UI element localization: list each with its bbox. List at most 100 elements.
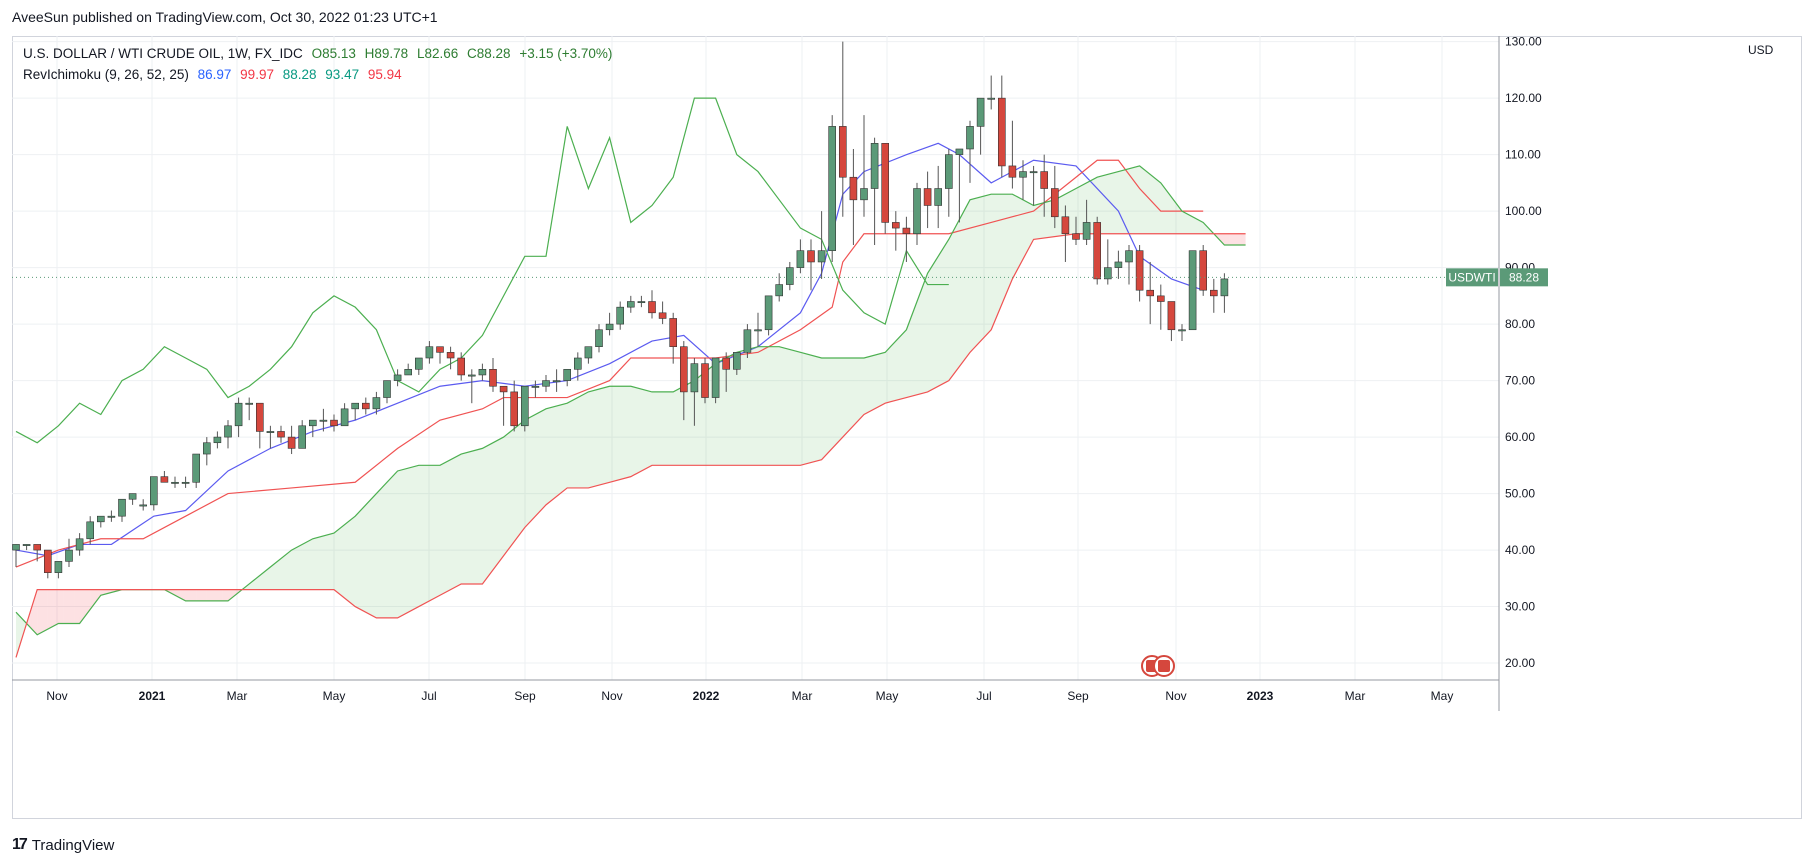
kumo-cloud-segment	[275, 558, 281, 590]
kumo-cloud-segment	[991, 194, 997, 330]
kumo-cloud-segment	[1171, 197, 1177, 234]
kumo-cloud-segment	[1150, 174, 1156, 234]
kumo-cloud-segment	[1166, 189, 1172, 234]
kumo-cloud-segment	[678, 386, 684, 466]
candle-body	[478, 368, 487, 376]
kumo-cloud-segment	[848, 358, 854, 432]
candle-body	[775, 284, 784, 297]
kumo-cloud-segment	[1028, 202, 1034, 250]
time-tick-label: Nov	[601, 689, 622, 703]
kumo-cloud-segment	[524, 417, 531, 528]
candle-body	[902, 227, 911, 235]
kumo-cloud-segment	[954, 219, 960, 374]
span-b-value: 95.94	[367, 67, 402, 82]
kumo-cloud-segment	[551, 406, 557, 501]
kumo-cloud-segment	[970, 198, 976, 353]
kumo-cloud-segment	[1219, 233, 1225, 246]
candle-body	[351, 402, 360, 410]
kumo-cloud-segment	[731, 352, 737, 466]
kumo-cloud-segment	[514, 424, 520, 542]
candle-body	[128, 493, 137, 500]
candle-body	[1040, 171, 1048, 189]
candle-body	[616, 306, 625, 325]
candle-body	[457, 357, 466, 376]
kumo-cloud-segment	[450, 456, 456, 590]
price-tick-label: 130.00	[1505, 36, 1542, 49]
time-tick-label: Jul	[976, 689, 991, 703]
time-tick-label: Mar	[227, 689, 248, 703]
kumo-cloud-segment	[1007, 194, 1013, 292]
kumo-cloud-segment	[466, 451, 472, 584]
kumo-cloud-segment	[365, 499, 372, 616]
candle-body	[987, 97, 996, 100]
kumo-cloud-segment	[694, 376, 700, 466]
price-chart[interactable]: 130.00120.00110.00100.0090.0080.0070.006…	[12, 36, 1802, 819]
kumo-cloud-segment	[328, 533, 334, 590]
kumo-cloud-segment	[418, 465, 425, 607]
us-flag-icon	[1158, 660, 1170, 672]
kumo-cloud-segment	[222, 589, 228, 601]
kumo-cloud-segment	[742, 349, 748, 466]
candle-body	[340, 408, 349, 427]
kumo-cloud-segment	[842, 358, 849, 438]
kumo-cloud-segment	[572, 397, 578, 488]
spanB-line	[15, 233, 1246, 658]
kumo-cloud-segment	[455, 454, 462, 587]
candle-body	[923, 188, 932, 206]
candle-body	[891, 222, 900, 229]
kumo-cloud-segment	[424, 465, 430, 604]
brand-name: TradingView	[31, 836, 115, 854]
candle-body	[584, 346, 593, 359]
candle-body	[308, 419, 317, 427]
kumo-cloud-segment	[758, 346, 764, 466]
kumo-cloud-segment	[943, 239, 949, 384]
kumo-cloud-segment	[42, 589, 48, 632]
symbol-tag	[1446, 268, 1498, 287]
price-tick-label: 20.00	[1505, 656, 1535, 670]
kumo-cloud-segment	[752, 346, 758, 466]
candle-body	[234, 402, 243, 427]
price-tick-label: 80.00	[1505, 317, 1535, 331]
kumo-cloud-segment	[1182, 211, 1188, 234]
kumo-cloud-segment	[1113, 171, 1119, 234]
candle-body	[1114, 261, 1123, 268]
last-price-tag	[1500, 268, 1548, 287]
kumo-cloud-segment	[397, 469, 403, 618]
currency-label: USD	[1748, 43, 1774, 57]
kumo-cloud-segment	[487, 442, 493, 577]
kumo-cloud-segment	[249, 579, 255, 590]
price-tick-label: 70.00	[1505, 374, 1535, 388]
candle-body	[192, 453, 200, 483]
time-tick-label: May	[1431, 689, 1454, 703]
kumo-cloud-segment	[259, 571, 266, 590]
kumo-cloud-segment	[1235, 233, 1241, 246]
kumo-cloud-segment	[911, 301, 917, 397]
kumo-cloud-segment	[1229, 233, 1235, 246]
candle-body	[510, 391, 519, 427]
candle-body	[658, 312, 667, 319]
kumo-cloud-segment	[1134, 165, 1140, 234]
candle-body	[881, 143, 890, 223]
kumo-cloud-segment	[228, 589, 234, 601]
kumo-cloud-segment	[381, 482, 387, 618]
kumo-cloud-segment	[864, 356, 870, 415]
candle-body	[65, 549, 73, 562]
kumo-cloud-segment	[74, 589, 80, 624]
kumo-cloud-segment	[975, 197, 981, 347]
chart-frame	[12, 36, 1802, 819]
kumo-cloud-segment	[641, 389, 647, 471]
candle-body	[86, 521, 94, 540]
kumo-cloud-segment	[1123, 168, 1129, 234]
candle-body	[75, 538, 84, 551]
kumo-cloud-segment	[392, 470, 398, 618]
footer-brand: 17 TradingView	[12, 836, 114, 854]
candle-body	[785, 267, 794, 285]
kumo-cloud-segment	[784, 348, 790, 466]
candle-body	[1061, 216, 1070, 235]
kumo-cloud-segment	[376, 487, 382, 618]
candle-body	[1135, 250, 1144, 291]
kumo-cloud-segment	[837, 358, 843, 443]
kumo-cloud-segment	[371, 493, 377, 618]
kumo-cloud-segment	[773, 346, 780, 466]
kumo-cloud-segment	[37, 589, 43, 635]
